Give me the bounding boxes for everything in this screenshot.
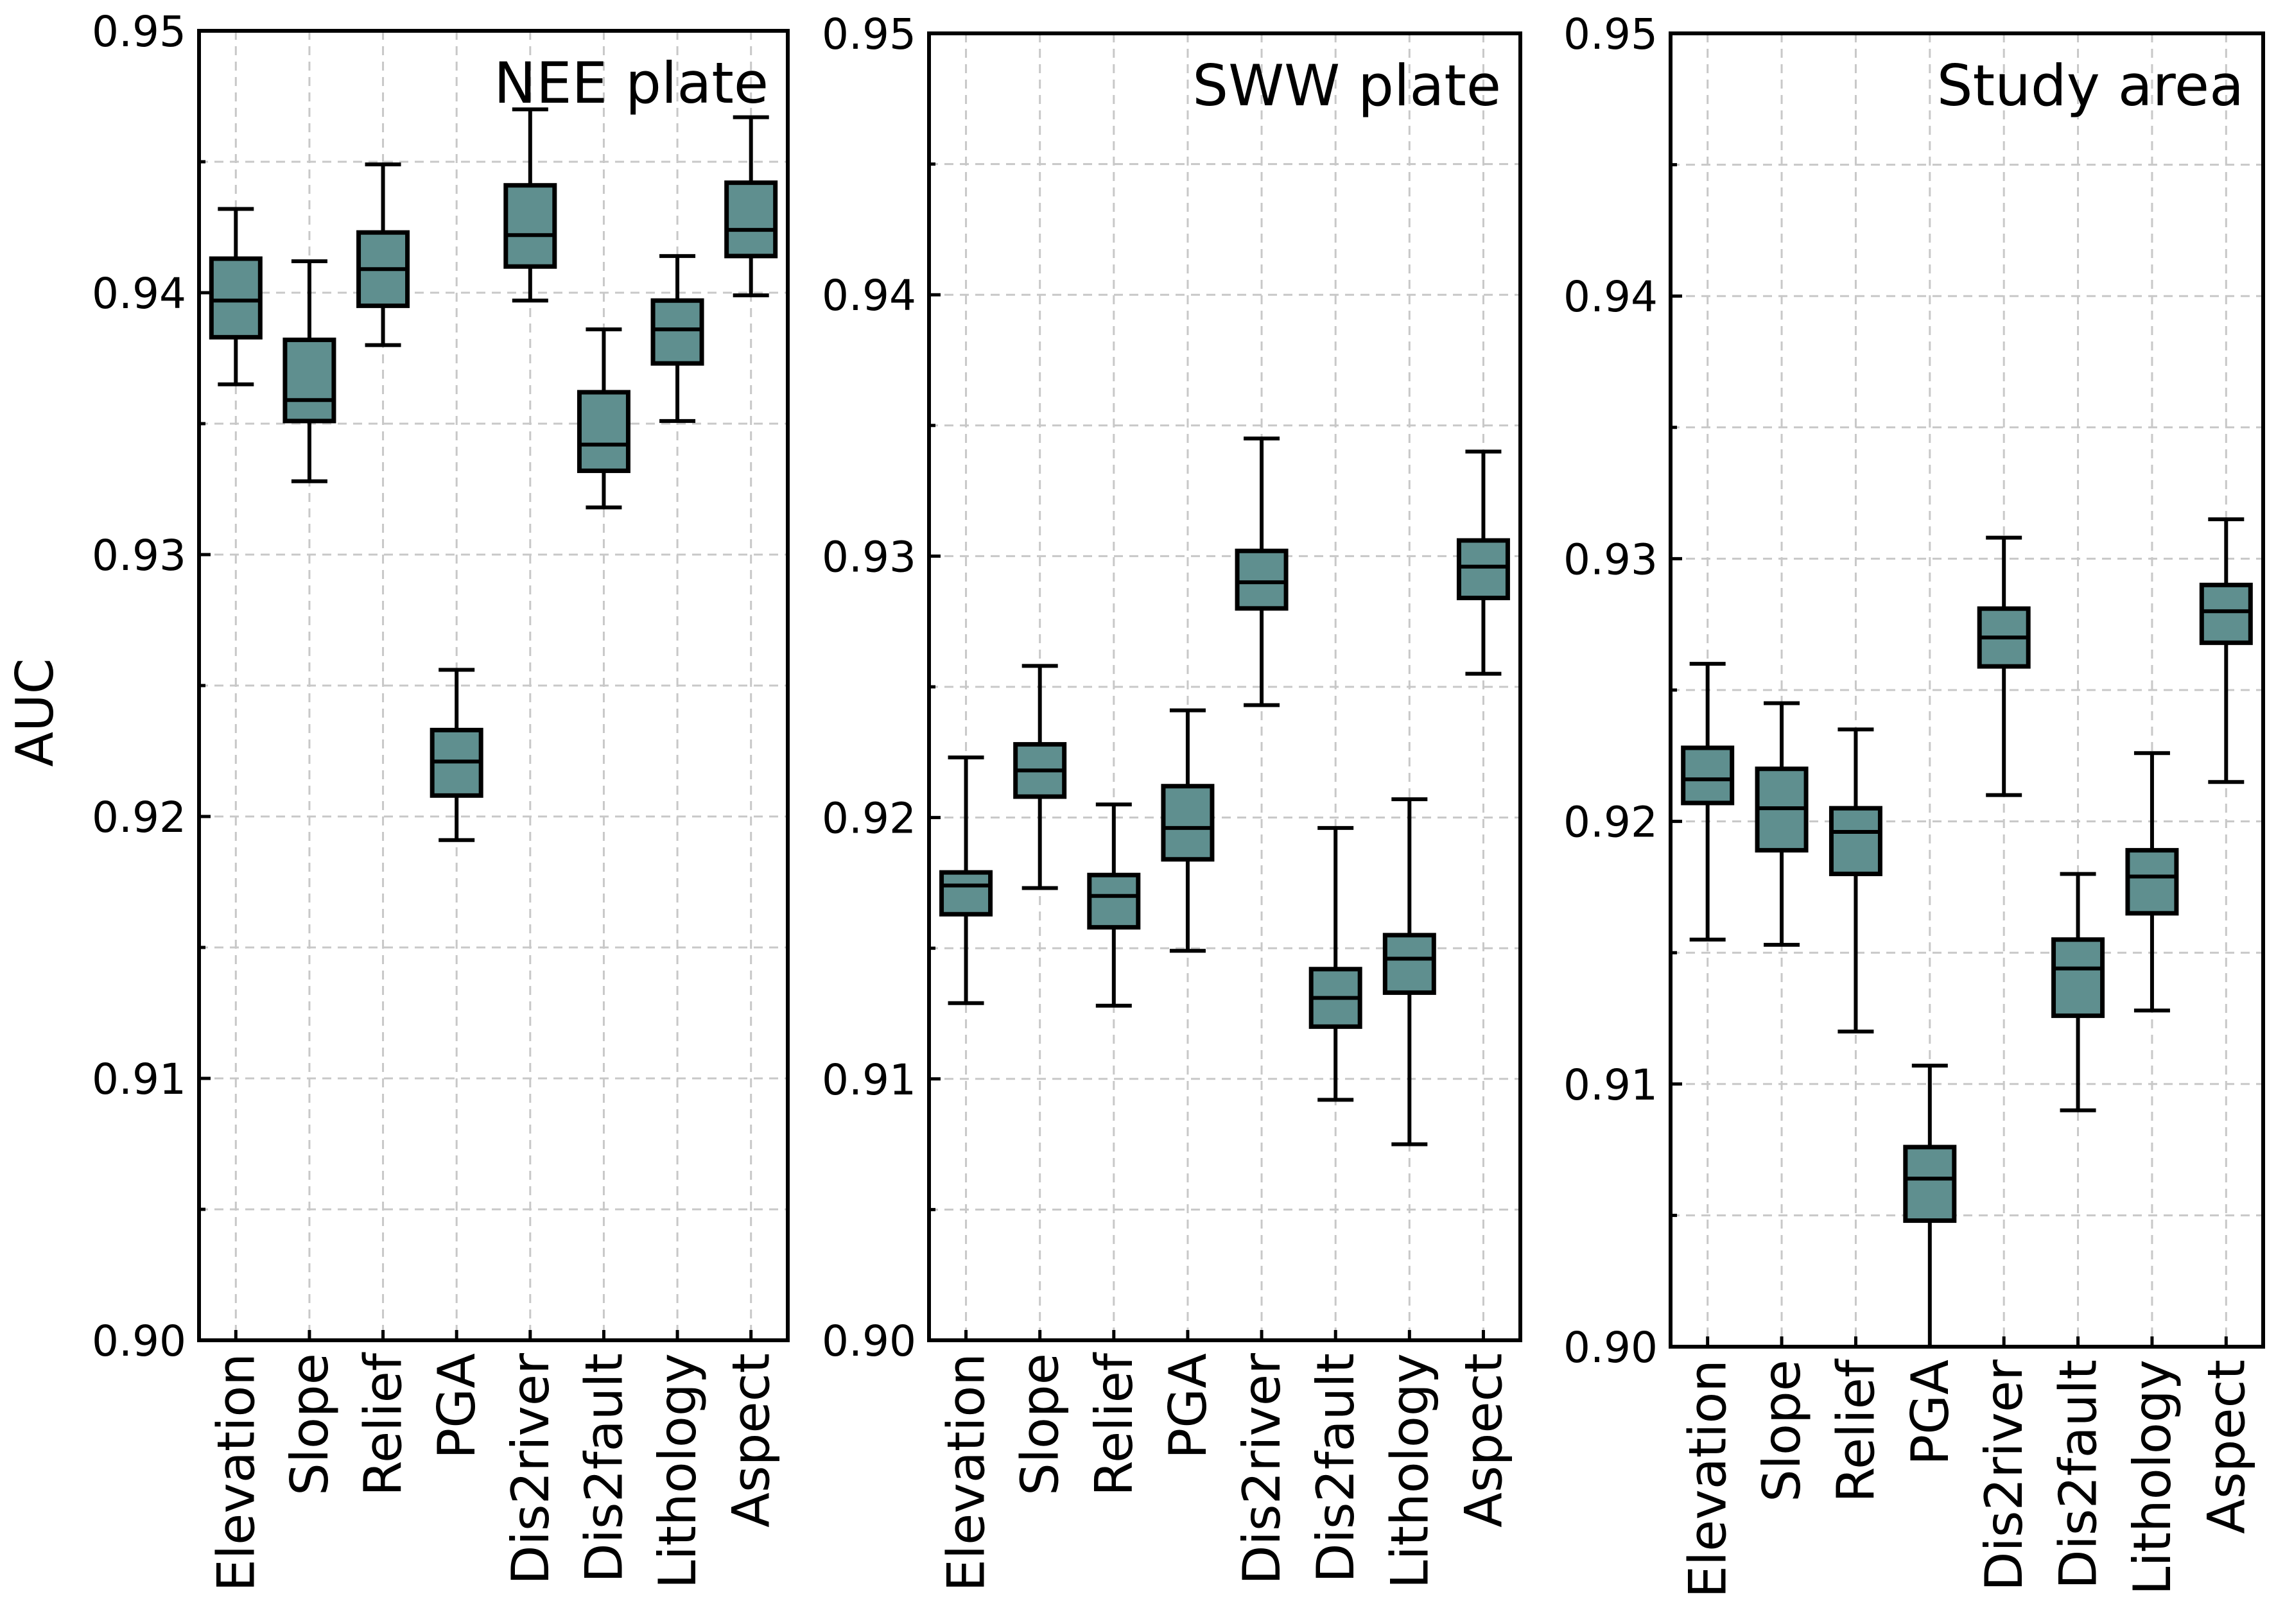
x-category-label: Aspect	[722, 1353, 781, 1528]
x-category-label: Dis2fault	[2049, 1360, 2108, 1589]
x-category-label: Relief	[1084, 1352, 1144, 1496]
y-tick-label: 0.90	[1563, 1323, 1658, 1372]
y-tick-label: 0.95	[92, 7, 186, 56]
x-category-label: Elevation	[1678, 1360, 1738, 1598]
y-tick-label: 0.93	[822, 532, 916, 582]
y-tick-label: 0.93	[1563, 535, 1658, 584]
box-iqr	[724, 180, 778, 259]
y-tick-label: 0.94	[92, 269, 186, 318]
y-axis-label: AUC	[5, 658, 65, 766]
box-iqr	[1382, 933, 1436, 995]
y-tick-label: 0.90	[92, 1317, 186, 1366]
box-iqr	[577, 390, 630, 473]
x-category-label: Slope	[280, 1353, 340, 1496]
x-category-label: Elevation	[937, 1353, 996, 1592]
y-tick-label: 0.93	[92, 531, 186, 580]
x-category-label: Lithology	[648, 1353, 708, 1589]
y-tick-label: 0.92	[92, 793, 186, 842]
x-category-label: Aspect	[1454, 1353, 1513, 1528]
x-category-label: Dis2fault	[574, 1353, 634, 1583]
x-category-label: PGA	[1158, 1353, 1218, 1459]
box-iqr	[503, 183, 557, 269]
y-tick-label: 0.91	[822, 1055, 916, 1105]
x-category-label: PGA	[427, 1353, 487, 1459]
box-iqr	[2199, 582, 2253, 645]
x-category-label: Dis2river	[501, 1353, 560, 1585]
x-category-label: Dis2river	[1232, 1353, 1292, 1585]
panel-title: SWW plate	[1192, 53, 1501, 119]
panel-title: Study area	[1937, 53, 2244, 119]
y-tick-label: 0.94	[822, 271, 916, 320]
box-iqr	[209, 256, 263, 340]
x-category-label: Lithology	[2123, 1360, 2182, 1595]
box-iqr	[1161, 784, 1215, 862]
y-tick-label: 0.92	[822, 794, 916, 843]
x-category-label: Elevation	[206, 1353, 266, 1592]
y-tick-label: 0.95	[1563, 10, 1658, 59]
box-iqr	[1087, 872, 1141, 930]
panel-title: NEE plate	[494, 50, 769, 116]
box-iqr	[2125, 848, 2179, 916]
x-category-label: Dis2river	[1974, 1360, 2034, 1591]
y-tick-label: 0.91	[92, 1055, 186, 1104]
box-iqr	[1681, 745, 1735, 806]
x-category-label: Relief	[1826, 1358, 1886, 1503]
box-iqr	[650, 298, 704, 366]
box-iqr	[1829, 806, 1882, 876]
box-iqr	[2051, 937, 2105, 1018]
x-category-label: Slope	[1752, 1360, 1812, 1502]
box-iqr	[939, 870, 993, 917]
box-iqr	[1903, 1145, 1957, 1223]
box-iqr	[282, 337, 336, 424]
box-iqr	[1456, 538, 1510, 601]
x-category-label: Dis2fault	[1306, 1353, 1366, 1583]
y-tick-label: 0.94	[1563, 272, 1658, 322]
x-category-label: Relief	[354, 1352, 413, 1496]
x-category-label: Lithology	[1380, 1353, 1439, 1589]
y-tick-label: 0.91	[1563, 1060, 1658, 1110]
y-tick-label: 0.92	[1563, 798, 1658, 847]
x-category-label: PGA	[1900, 1360, 1960, 1465]
y-tick-label: 0.95	[822, 10, 916, 59]
x-category-label: Aspect	[2196, 1360, 2256, 1534]
x-category-label: Slope	[1011, 1353, 1070, 1496]
y-tick-label: 0.90	[822, 1317, 916, 1366]
box-iqr	[1235, 548, 1289, 611]
